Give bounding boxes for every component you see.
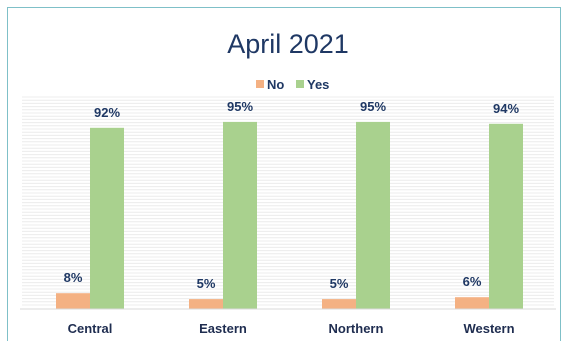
legend-label-yes: Yes [307, 77, 329, 92]
chart-title: April 2021 [227, 29, 349, 59]
bar-yes-northern [356, 121, 390, 310]
category-label-eastern: Eastern [199, 321, 247, 336]
category-label-western: Western [463, 321, 514, 336]
bar-yes-eastern [223, 121, 257, 310]
data-label-no-northern: 5% [330, 276, 349, 291]
data-labels: 8% 92% 5% 95% 5% 95% 6% 94% [64, 99, 520, 291]
category-label-central: Central [68, 321, 113, 336]
bar-yes-central [90, 127, 124, 309]
bar-no-eastern [189, 299, 223, 309]
bar-no-northern [322, 299, 356, 309]
data-label-yes-eastern: 95% [227, 99, 253, 114]
data-label-no-central: 8% [64, 270, 83, 285]
data-label-no-western: 6% [463, 274, 482, 289]
data-label-yes-central: 92% [94, 105, 120, 120]
bars [56, 121, 523, 310]
legend: No Yes [256, 77, 329, 92]
data-label-yes-northern: 95% [360, 99, 386, 114]
legend-swatch-yes [296, 80, 304, 88]
bar-no-central [56, 293, 90, 309]
legend-label-no: No [267, 77, 284, 92]
bar-no-western [455, 297, 489, 309]
category-label-northern: Northern [329, 321, 384, 336]
legend-swatch-no [256, 80, 264, 88]
data-label-no-eastern: 5% [197, 276, 216, 291]
data-label-yes-western: 94% [493, 101, 519, 116]
category-labels: Central Eastern Northern Western [68, 321, 515, 336]
bar-yes-western [489, 123, 523, 309]
